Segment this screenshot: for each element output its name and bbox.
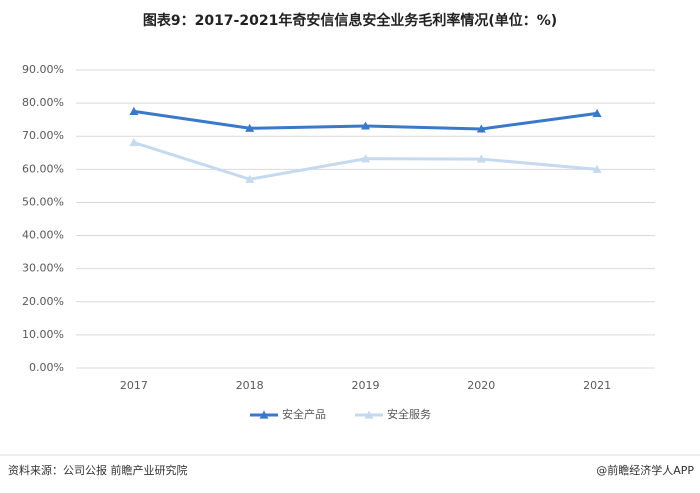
y-tick-label: 40.00% (22, 229, 64, 242)
point-marker (476, 124, 486, 133)
y-tick-label: 70.00% (22, 129, 64, 142)
point-marker (361, 154, 370, 163)
source: 资料来源：公司公报 前瞻产业研究院 (8, 463, 188, 477)
x-tick-label: 2018 (236, 379, 264, 392)
point-marker (361, 121, 370, 130)
x-tick-label: 2020 (467, 379, 495, 392)
y-tick-label: 30.00% (22, 262, 64, 275)
y-tick-label: 80.00% (22, 96, 64, 109)
y-tick-label: 20.00% (22, 295, 64, 308)
credit: @前瞻经济学人APP (596, 463, 694, 477)
chart-title: 图表9：2017-2021年奇安信信息安全业务毛利率情况(单位：%) (143, 12, 557, 29)
y-tick-label: 60.00% (22, 162, 64, 175)
point-marker (476, 154, 486, 163)
point-marker (129, 138, 139, 147)
y-tick-label: 50.00% (22, 195, 64, 208)
y-tick-label: 10.00% (22, 328, 64, 341)
point-marker (129, 106, 139, 115)
point-marker (592, 164, 602, 173)
legend-label: 安全产品 (282, 407, 326, 421)
legend-label: 安全服务 (387, 407, 431, 421)
x-tick-label: 2017 (120, 379, 148, 392)
point-marker (245, 174, 255, 183)
point-marker (592, 108, 602, 117)
x-tick-label: 2021 (583, 379, 611, 392)
legend-marker (259, 410, 269, 419)
y-tick-label: 0.00% (29, 361, 64, 374)
point-marker (245, 123, 255, 132)
legend-marker (364, 410, 374, 419)
x-tick-label: 2019 (352, 379, 380, 392)
y-tick-label: 90.00% (22, 63, 64, 76)
